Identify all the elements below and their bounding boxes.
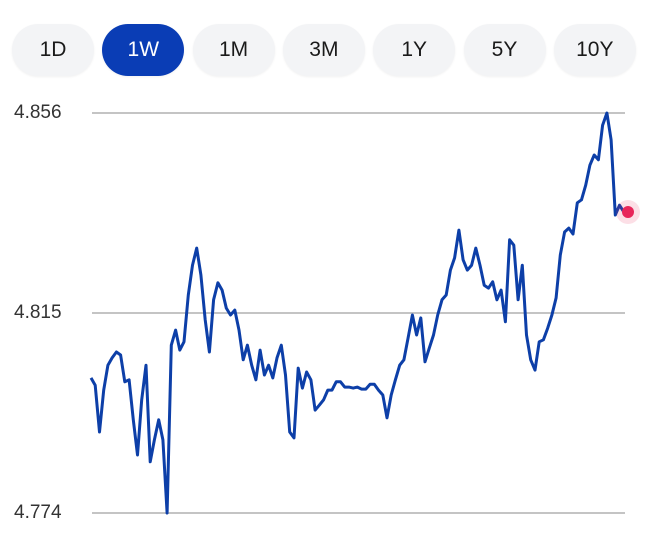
range-tab[interactable]: 3M — [282, 24, 365, 76]
range-tab[interactable]: 1W — [102, 24, 185, 76]
range-tab[interactable]: 1D — [12, 24, 94, 76]
y-tick-label: 4.815 — [14, 302, 62, 323]
y-tick-label: 4.856 — [14, 102, 62, 123]
range-tab[interactable]: 10Y — [553, 24, 636, 76]
range-tab[interactable]: 1Y — [373, 24, 456, 76]
range-tab[interactable]: 1M — [192, 24, 275, 76]
range-tabs: 1D 1W 1M 3M 1Y 5Y 10Y — [0, 0, 650, 100]
range-tab[interactable]: 5Y — [463, 24, 546, 76]
y-tick-label: 4.774 — [14, 502, 62, 523]
price-line — [89, 111, 628, 515]
current-point — [622, 206, 634, 219]
